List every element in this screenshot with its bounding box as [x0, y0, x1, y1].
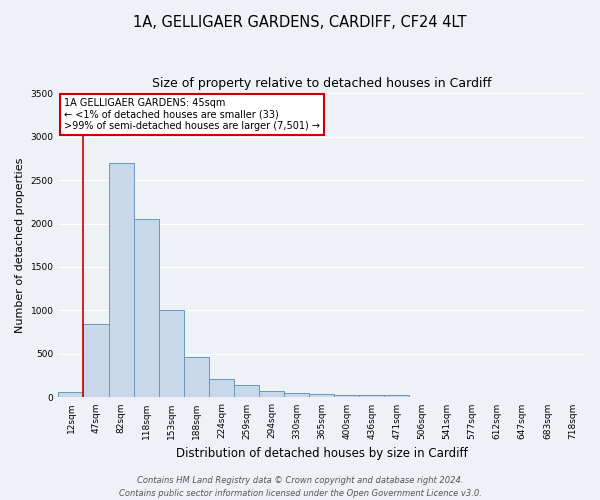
Bar	[309, 394, 334, 398]
Bar	[334, 396, 359, 398]
X-axis label: Distribution of detached houses by size in Cardiff: Distribution of detached houses by size …	[176, 447, 467, 460]
Bar	[385, 396, 409, 398]
Text: Contains HM Land Registry data © Crown copyright and database right 2024.
Contai: Contains HM Land Registry data © Crown c…	[119, 476, 481, 498]
Bar	[83, 324, 109, 398]
Bar	[58, 392, 83, 398]
Bar	[159, 310, 184, 398]
Bar	[109, 162, 134, 398]
Bar	[259, 392, 284, 398]
Bar	[184, 358, 209, 398]
Title: Size of property relative to detached houses in Cardiff: Size of property relative to detached ho…	[152, 78, 491, 90]
Bar	[284, 392, 309, 398]
Text: 1A, GELLIGAER GARDENS, CARDIFF, CF24 4LT: 1A, GELLIGAER GARDENS, CARDIFF, CF24 4LT	[133, 15, 467, 30]
Bar	[234, 385, 259, 398]
Text: 1A GELLIGAER GARDENS: 45sqm
← <1% of detached houses are smaller (33)
>99% of se: 1A GELLIGAER GARDENS: 45sqm ← <1% of det…	[64, 98, 320, 131]
Bar	[134, 219, 159, 398]
Bar	[209, 378, 234, 398]
Y-axis label: Number of detached properties: Number of detached properties	[15, 158, 25, 333]
Bar	[359, 395, 385, 398]
